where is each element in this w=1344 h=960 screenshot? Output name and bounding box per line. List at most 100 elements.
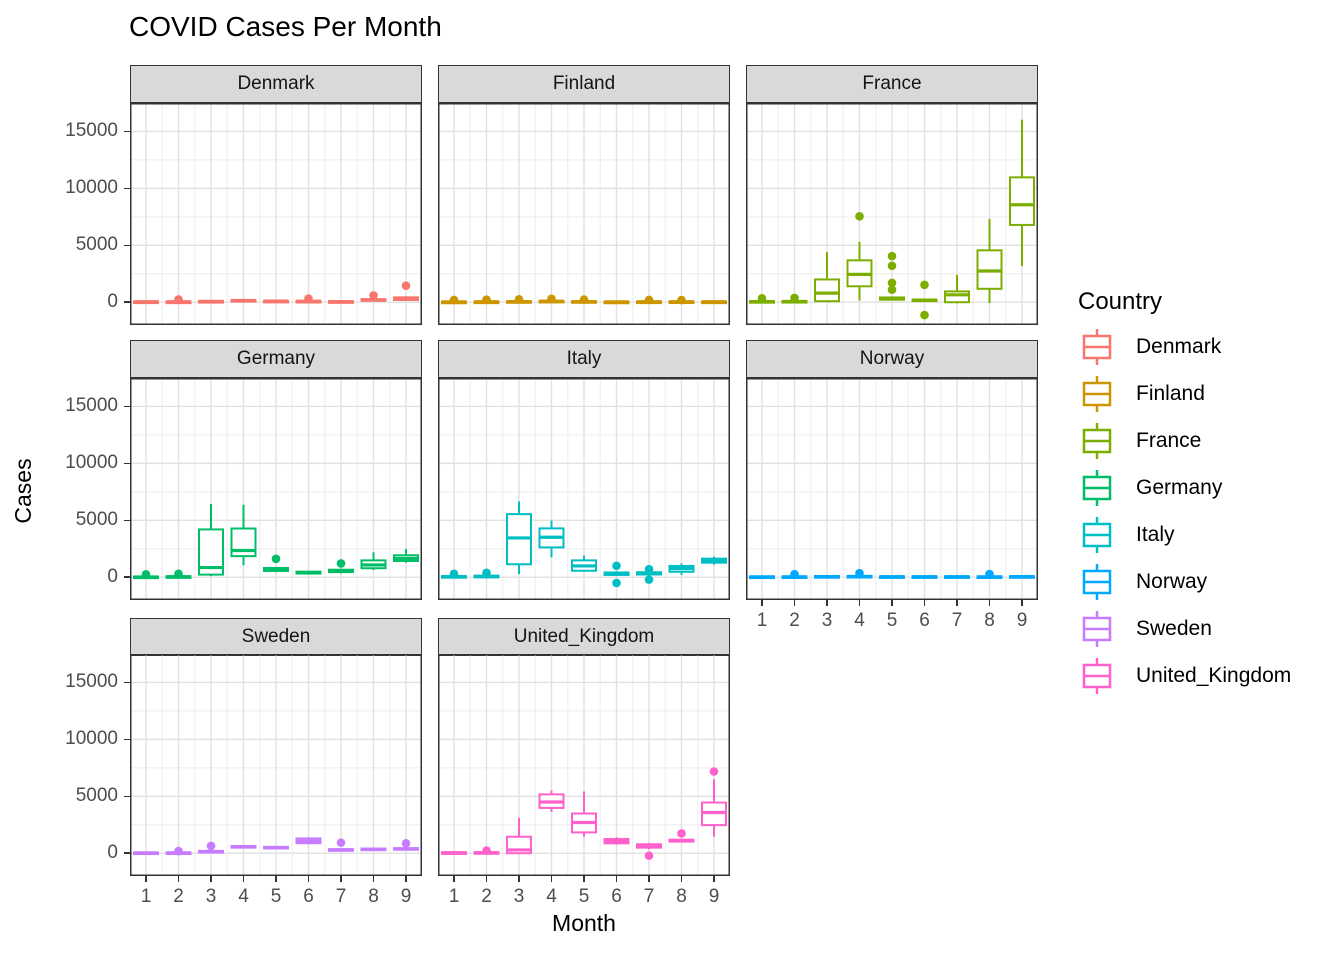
y-tick-label: 5000: [75, 234, 118, 256]
x-tick-label: 1: [448, 886, 460, 907]
legend-entry-Germany: Germany: [1078, 470, 1291, 506]
x-tick-label: 3: [821, 610, 833, 631]
x-tick-mark: [826, 600, 828, 606]
x-axis-title: Month: [552, 910, 616, 936]
facet-strip-label: Finland: [552, 73, 616, 94]
x-tick-mark: [242, 876, 245, 882]
x-tick-label: 4: [854, 610, 865, 631]
y-tick-label: 5000: [75, 509, 118, 531]
x-tick-label: 5: [578, 886, 590, 907]
x-tick-mark: [891, 600, 893, 606]
facet-strip-Norway: Norway: [746, 340, 1038, 378]
y-tick-label: 15000: [65, 395, 118, 417]
boxplot-key-icon: [1082, 517, 1112, 553]
legend-label: Sweden: [1136, 617, 1212, 640]
facet-strip-label: Sweden: [241, 626, 311, 647]
y-tick-label: 0: [107, 566, 118, 588]
x-tick-mark: [177, 876, 180, 882]
x-tick-mark: [145, 876, 147, 882]
x-tick-mark: [550, 876, 553, 882]
facet-panel-Norway: [746, 378, 1038, 600]
facet-panel-United_Kingdom: [438, 654, 730, 876]
y-tick-label: 0: [107, 291, 118, 313]
x-tick-label: 7: [643, 886, 655, 907]
x-tick-label: 8: [676, 886, 687, 907]
x-tick-label: 9: [708, 886, 720, 907]
legend-label: Denmark: [1136, 335, 1222, 358]
legend-label: United_Kingdom: [1136, 664, 1292, 687]
x-tick-label: 2: [173, 886, 184, 907]
y-tick-mark: [124, 405, 130, 408]
legend-entries: Denmark Finland France Germany Italy Norway Sw…: [1078, 329, 1292, 694]
x-tick-mark: [680, 876, 683, 882]
x-tick-label: 6: [919, 610, 930, 631]
x-tick-mark: [1021, 600, 1023, 606]
y-tick-mark: [124, 301, 130, 303]
facet-strip-Denmark: Denmark: [130, 65, 422, 103]
chart-title: COVID Cases Per Month: [129, 11, 442, 42]
facet-panel-France: [746, 103, 1038, 325]
x-tick-label: 1: [140, 886, 152, 907]
x-tick-mark: [453, 876, 455, 882]
legend-label: Finland: [1136, 382, 1205, 405]
y-tick-mark: [124, 852, 130, 854]
y-tick-label: 5000: [75, 785, 118, 807]
x-tick-label: 1: [756, 610, 768, 631]
x-tick-mark: [372, 876, 375, 882]
x-tick-label: 6: [611, 886, 622, 907]
legend-label: Norway: [1136, 570, 1208, 593]
y-tick-label: 10000: [65, 452, 118, 474]
x-tick-label: 5: [270, 886, 282, 907]
y-axis-title: Cases: [10, 458, 36, 524]
facet-strip-United_Kingdom: United_Kingdom: [438, 618, 730, 656]
legend-entry-Finland: Finland: [1078, 376, 1291, 412]
facet-panel-Sweden: [130, 654, 422, 876]
y-tick-mark: [124, 462, 130, 465]
facet-strip-Italy: Italy: [438, 340, 730, 378]
legend-entry-Denmark: Denmark: [1078, 329, 1291, 365]
facet-strip-Germany: Germany: [130, 340, 422, 378]
x-tick-mark: [956, 600, 958, 606]
facet-strip-label: United_Kingdom: [513, 626, 655, 647]
x-tick-label: 3: [205, 886, 217, 907]
legend-entry-United_Kingdom: United_Kingdom: [1078, 658, 1292, 694]
boxplot-key-icon: [1082, 329, 1112, 365]
boxplot-key-icon: [1082, 611, 1112, 647]
legend-entry-Italy: Italy: [1078, 517, 1291, 553]
y-tick-label: 15000: [65, 120, 118, 142]
boxplot-key-icon: [1082, 658, 1112, 694]
facet-panel-Denmark: [130, 103, 422, 325]
x-tick-mark: [210, 876, 212, 882]
legend-entry-Norway: Norway: [1078, 564, 1291, 600]
x-tick-label: 2: [481, 886, 492, 907]
y-tick-label: 15000: [65, 671, 118, 693]
x-tick-label: 8: [984, 610, 995, 631]
legend-entry-France: France: [1078, 423, 1291, 459]
boxplot-key-icon: [1082, 470, 1112, 506]
x-tick-mark: [761, 600, 763, 606]
legend-label: France: [1136, 429, 1202, 452]
y-tick-label: 10000: [65, 728, 118, 750]
facet-panel-Finland: [438, 103, 730, 325]
facet-panel-Germany: [130, 378, 422, 600]
x-tick-mark: [923, 600, 926, 606]
legend-entry-Sweden: Sweden: [1078, 611, 1291, 647]
y-tick-mark: [124, 681, 130, 684]
x-tick-mark: [713, 876, 715, 882]
y-tick-mark: [124, 795, 130, 798]
x-tick-label: 8: [368, 886, 379, 907]
legend-label: Italy: [1136, 523, 1175, 546]
facet-strip-label: France: [862, 73, 922, 94]
y-tick-mark: [124, 519, 130, 522]
x-tick-label: 4: [546, 886, 557, 907]
facet-panel-Italy: [438, 378, 730, 600]
y-tick-mark: [124, 244, 130, 247]
legend: Country Denmark Finland France Germany Italy…: [1078, 288, 1291, 706]
facet-strip-Sweden: Sweden: [130, 618, 422, 656]
x-tick-mark: [648, 876, 650, 882]
x-tick-mark: [275, 876, 277, 882]
x-tick-mark: [858, 600, 861, 606]
y-tick-mark: [124, 738, 130, 741]
legend-title: Country: [1078, 288, 1163, 315]
